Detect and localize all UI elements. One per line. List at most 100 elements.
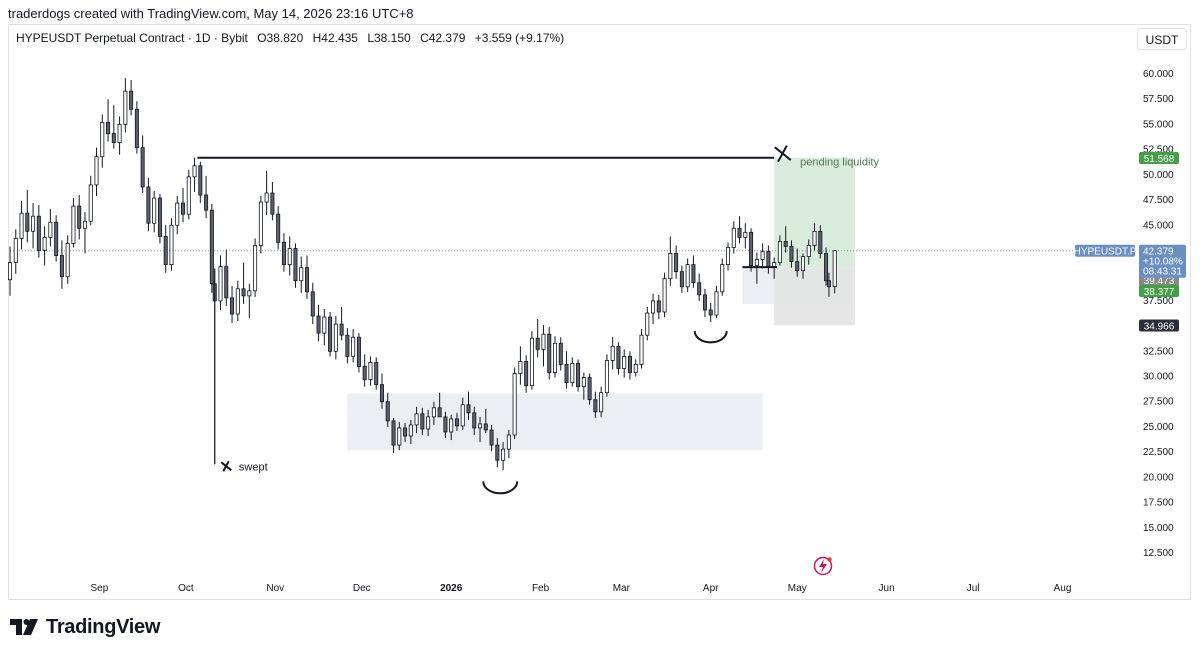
- ohlc-low: L38.150: [367, 31, 411, 45]
- candle-body-81: [472, 412, 477, 429]
- candle-body-137: [795, 261, 800, 272]
- candle-body-33: [198, 165, 203, 196]
- candle-body-94: [547, 333, 552, 373]
- candle-body-28: [169, 224, 174, 265]
- candle-body-133: [772, 262, 777, 268]
- candle-body-54: [316, 315, 321, 334]
- x-tick-label: Mar: [613, 583, 631, 594]
- candle-body-91: [529, 337, 534, 387]
- candle-body-65: [379, 384, 384, 403]
- candle-body-11: [71, 205, 76, 244]
- x-tick-label: Aug: [1054, 583, 1072, 594]
- x-tick-label: Feb: [532, 583, 550, 594]
- candle-body-90: [524, 361, 529, 387]
- candle-body-123: [714, 291, 719, 316]
- candle-body-143: [826, 280, 831, 288]
- candle-body-118: [685, 264, 690, 288]
- candle-body-53: [310, 291, 315, 317]
- y-tick-label: 25.000: [1143, 422, 1174, 433]
- lightning-ring: [813, 556, 833, 576]
- x-tick-label: Dec: [353, 583, 371, 594]
- candle-body-16: [100, 122, 105, 158]
- candle-body-24: [146, 186, 151, 224]
- candle-body-80: [466, 404, 471, 414]
- currency-button[interactable]: USDT: [1137, 28, 1187, 50]
- candle-body-59: [345, 334, 350, 357]
- candle-body-13: [82, 220, 87, 229]
- candle-body-12: [77, 205, 82, 229]
- candle-body-126: [731, 227, 736, 248]
- swept-cross-icon: [220, 460, 232, 472]
- symbol-title[interactable]: HYPEUSDT Perpetual Contract · 1D · Bybit: [16, 31, 248, 45]
- candle-body-98: [570, 363, 575, 383]
- candle-body-99: [576, 363, 581, 388]
- x-tick-label: Apr: [703, 583, 719, 594]
- symbol-legend: HYPEUSDT Perpetual Contract · 1D · Bybit…: [16, 31, 570, 45]
- candle-body-113: [656, 300, 661, 313]
- y-tick-label: 17.500: [1143, 498, 1174, 509]
- candle-body-29: [175, 202, 180, 226]
- chart-frame: [8, 24, 1191, 600]
- price-tag-label-4: 38.377: [1144, 287, 1175, 298]
- y-tick-label: 50.000: [1143, 170, 1174, 181]
- candle-body-75: [437, 407, 442, 418]
- candle-body-120: [697, 282, 702, 296]
- candle-body-92: [535, 337, 540, 350]
- x-tick-label: Nov: [266, 583, 284, 594]
- y-tick-label: 12.500: [1143, 548, 1174, 559]
- lightning-bolt: [819, 559, 827, 573]
- candle-body-140: [812, 230, 817, 246]
- candle-body-27: [163, 235, 168, 266]
- candle-body-74: [431, 407, 436, 418]
- candle-body-64: [374, 362, 379, 386]
- candle-body-21: [129, 90, 134, 110]
- candle-body-62: [362, 366, 367, 380]
- x-tick-label: May: [788, 583, 807, 594]
- candle-body-69: [403, 427, 408, 437]
- tradingview-logo[interactable]: TradingView: [10, 615, 160, 639]
- candle-body-35: [209, 209, 214, 285]
- candle-body-144: [832, 250, 837, 287]
- x-tick-label: Jun: [879, 583, 895, 594]
- x-tick-label: Jul: [967, 583, 980, 594]
- candle-body-89: [518, 361, 523, 374]
- candle-body-139: [806, 245, 811, 257]
- ohlc-open: O38.820: [257, 31, 304, 45]
- candle-body-105: [610, 345, 615, 361]
- candle-body-60: [351, 336, 356, 357]
- chart-credit: traderdogs created with TradingView.com,…: [8, 6, 414, 21]
- y-tick-label: 37.500: [1143, 296, 1174, 307]
- candle-body-30: [181, 202, 186, 215]
- candle-body-50: [293, 248, 298, 282]
- y-tick-label: 22.500: [1143, 447, 1174, 458]
- candle-body-85: [495, 444, 500, 461]
- candle-body-135: [783, 241, 788, 247]
- lightning-alert-icon[interactable]: [813, 556, 833, 576]
- candle-body-83: [483, 423, 488, 431]
- candle-body-66: [385, 401, 390, 422]
- candle-body-39: [230, 297, 235, 315]
- price-tag-label-0: 51.568: [1144, 154, 1175, 165]
- pending-liquidity-cross-icon-stroke-b: [777, 145, 788, 163]
- candle-body-117: [679, 271, 684, 288]
- candle-body-1: [13, 237, 18, 263]
- candle-body-122: [708, 309, 713, 316]
- x-tick-label: Sep: [90, 583, 108, 594]
- tradingview-logo-icon: [10, 619, 38, 635]
- candle-body-6: [42, 236, 47, 251]
- candle-body-57: [333, 323, 338, 352]
- price-tag-0: [1139, 152, 1179, 165]
- candle-body-37: [218, 266, 223, 302]
- candle-body-20: [123, 90, 128, 125]
- y-tick-label: 32.500: [1143, 346, 1174, 357]
- candle-body-93: [541, 333, 546, 350]
- candle-body-4: [31, 215, 36, 232]
- candle-body-43: [253, 245, 258, 292]
- candle-body-95: [553, 342, 558, 373]
- candle-body-100: [581, 377, 586, 388]
- y-tick-label: 45.000: [1143, 220, 1174, 231]
- candle-body-25: [152, 197, 157, 224]
- candle-body-109: [633, 364, 638, 373]
- candle-body-131: [760, 251, 765, 260]
